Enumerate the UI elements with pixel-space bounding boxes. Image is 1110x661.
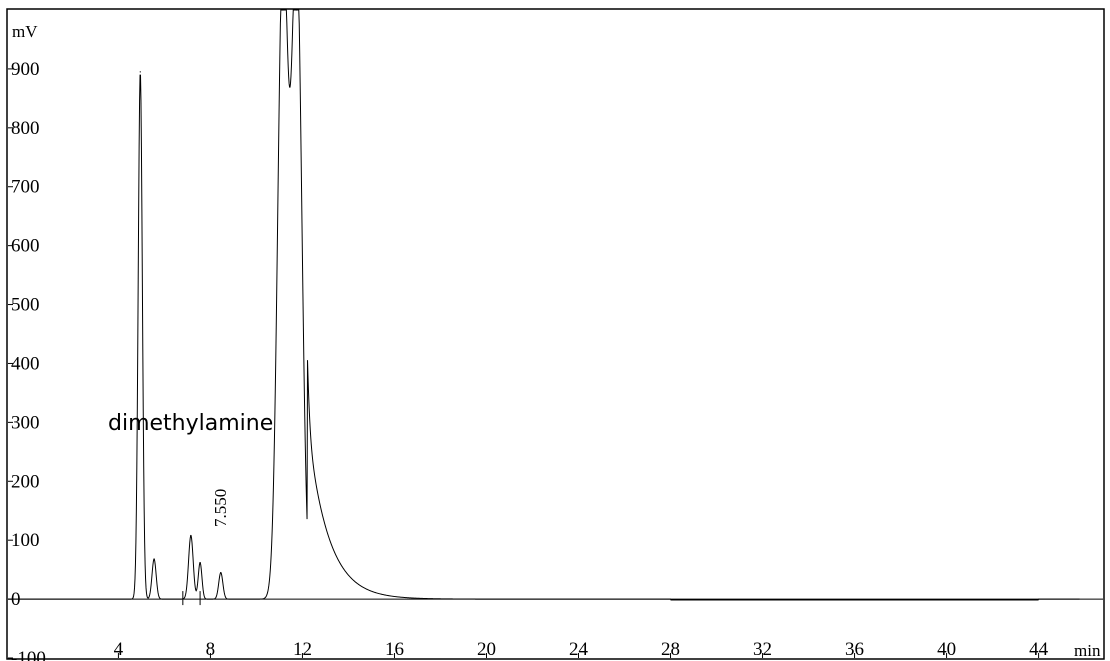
y-tick-label: -100	[11, 648, 46, 661]
y-tick-label: 500	[11, 295, 40, 316]
x-tick-label: 36	[845, 639, 864, 660]
x-tick-label: 8	[206, 639, 216, 660]
y-unit-label: mV	[12, 22, 38, 41]
x-tick-label: 12	[293, 639, 312, 660]
peaks-layer	[139, 9, 298, 606]
plot-frame	[6, 8, 1105, 660]
peak-apex	[282, 9, 284, 11]
x-unit-label: min	[1074, 641, 1101, 660]
y-tick-label: 900	[11, 59, 40, 80]
x-axis: 4 8 12 16 20 24 28 32 36 40 44	[114, 639, 1049, 660]
y-tick-label: 600	[11, 236, 40, 257]
chromatogram-trace	[8, 9, 1080, 601]
peak-apex	[153, 558, 155, 560]
x-tick-label: 32	[753, 639, 772, 660]
x-tick-label: 24	[569, 639, 589, 660]
x-tick-label: 4	[114, 639, 124, 660]
compound-label: dimethylamine	[108, 411, 273, 436]
x-tick-label: 40	[937, 639, 956, 660]
y-tick-label: 400	[11, 353, 40, 374]
y-tick-label: 300	[11, 412, 40, 433]
y-tick-label: 200	[11, 471, 40, 492]
x-tick-label: 16	[385, 639, 404, 660]
peak-apex	[220, 571, 222, 574]
peak-apex	[199, 561, 201, 564]
peak-apex	[190, 534, 192, 537]
y-tick-label: 800	[11, 118, 40, 139]
x-tick-label: 20	[477, 639, 496, 660]
peak-apex	[139, 71, 141, 73]
y-tick-label: 700	[11, 177, 40, 198]
x-tick-label: 44	[1029, 639, 1049, 660]
y-tick-label: 100	[11, 530, 40, 551]
peak-apex	[296, 9, 298, 11]
x-tick-label: 28	[661, 639, 680, 660]
retention-time-label: 7.550	[211, 489, 230, 527]
